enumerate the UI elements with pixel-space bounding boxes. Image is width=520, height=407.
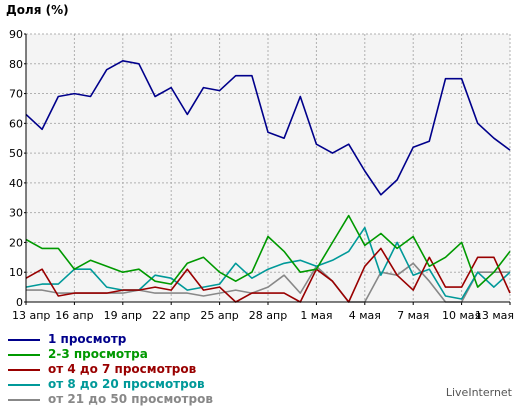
legend-item-2-3-views: 2-3 просмотра: [8, 347, 308, 362]
y-tick-label: 80: [9, 58, 23, 71]
legend-swatch: [8, 384, 40, 386]
legend-label: 2-3 просмотра: [48, 347, 148, 361]
legend-swatch: [8, 354, 40, 356]
x-tick-label: 10 мая: [442, 309, 481, 322]
legend-label: 1 просмотр: [48, 332, 127, 346]
x-tick-label: 4 мая: [349, 309, 381, 322]
x-tick-label: 22 апр: [152, 309, 190, 322]
legend-item-4-7-views: от 4 до 7 просмотров: [8, 362, 308, 377]
legend-item-8-20-views: от 8 до 20 просмотров: [8, 377, 308, 392]
legend-swatch: [8, 369, 40, 371]
legend-label: от 21 до 50 просмотров: [48, 392, 213, 406]
legend-swatch: [8, 399, 40, 401]
legend-swatch: [8, 339, 40, 341]
series-line-2: [25, 214, 511, 288]
legend-label: от 4 до 7 просмотров: [48, 362, 197, 376]
gridlines: [26, 33, 511, 302]
legend: 1 просмотр 2-3 просмотра от 4 до 7 просм…: [8, 332, 308, 407]
y-tick-label: 90: [9, 28, 23, 41]
series-line-3: [25, 247, 511, 303]
series-line-1: [25, 59, 511, 196]
legend-label: от 8 до 20 просмотров: [48, 377, 205, 391]
x-axis-ticks: 13 апр 16 апр 19 апр 22 апр 25 апр 28 апр 1 ма…: [12, 302, 514, 322]
y-tick-label: 70: [9, 88, 23, 101]
legend-item-1-view: 1 просмотр: [8, 332, 308, 347]
x-tick-label: 19 апр: [104, 309, 142, 322]
series-lines: [25, 59, 511, 303]
x-tick-label: 28 апр: [249, 309, 287, 322]
x-tick-label: 25 апр: [200, 309, 238, 322]
y-axis-ticks: 0 10 20 30 40 50 60 70 80 90: [9, 28, 26, 309]
y-tick-label: 40: [9, 177, 23, 190]
legend-item-21-50-views: от 21 до 50 просмотров: [8, 392, 308, 407]
x-tick-label: 13 апр: [12, 309, 50, 322]
y-tick-label: 50: [9, 147, 23, 160]
x-tick-label: 7 мая: [397, 309, 429, 322]
y-tick-label: 60: [9, 117, 23, 130]
line-chart: 0 10 20 30 40 50 60 70 80 90 13 апр 16 апр 19 апр 22…: [9, 28, 514, 322]
y-tick-label: 10: [9, 266, 23, 279]
x-tick-label: 13 мая: [475, 309, 514, 322]
y-tick-label: 0: [16, 296, 23, 309]
series-line-4: [25, 226, 511, 300]
y-tick-label: 30: [9, 207, 23, 220]
x-tick-label: 16 апр: [55, 309, 93, 322]
liveinternet-brand: LiveInternet: [445, 386, 512, 399]
x-tick-label: 1 мая: [300, 309, 332, 322]
y-axis-title: Доля (%): [6, 3, 69, 17]
y-tick-label: 20: [9, 236, 23, 249]
